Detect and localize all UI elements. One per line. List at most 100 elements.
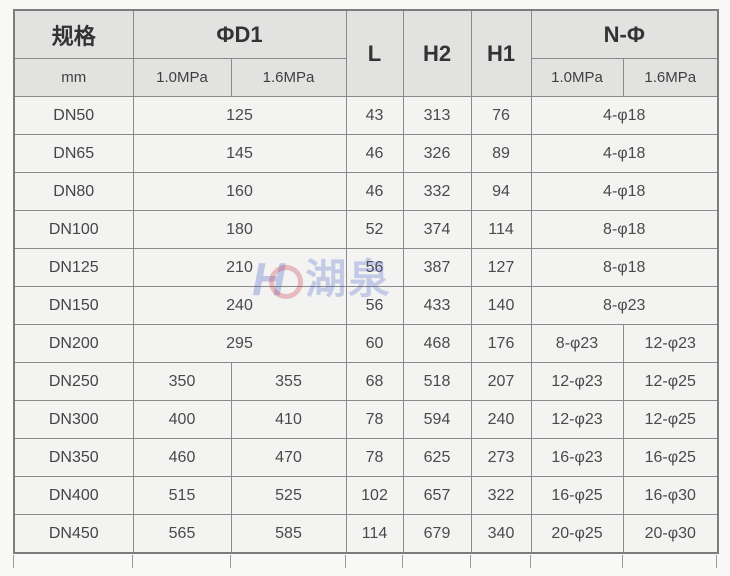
d1-value-cell: 585: [230, 514, 347, 554]
l-value-cell: 60: [345, 324, 404, 363]
table-row: DN450 565 585 114 679 340 20-φ25 20-φ30: [13, 514, 719, 554]
l-value-cell: 46: [345, 134, 404, 173]
table-row: DN350 460 470 78 625 273 16-φ23 16-φ25: [13, 438, 719, 477]
n-phi-value-cell: 8-φ18: [530, 248, 719, 287]
n-phi-value-cell: 8-φ23: [530, 286, 719, 325]
n-phi-value-cell: 20-φ25: [530, 514, 624, 554]
header-row-2: mm 1.0MPa 1.6MPa 1.0MPa 1.6MPa: [13, 58, 719, 97]
table-row: DN300 400 410 78 594 240 12-φ23 12-φ25: [13, 400, 719, 439]
d1-value-cell: 180: [132, 210, 347, 249]
cropped-cell-line: [230, 555, 345, 568]
n-phi-value-cell: 8-φ23: [530, 324, 624, 363]
cropped-cell-line: [132, 555, 230, 568]
h1-value-cell: 240: [470, 400, 532, 439]
table-row: DN125 210 56 387 127 8-φ18: [13, 248, 719, 287]
n-phi-value-cell: 16-φ23: [530, 438, 624, 477]
header-n-pressure-high: 1.6MPa: [622, 58, 719, 97]
cropped-cell-line: [530, 555, 622, 568]
d1-value-cell: 515: [132, 476, 232, 515]
d1-value-cell: 565: [132, 514, 232, 554]
n-phi-value-cell: 12-φ25: [622, 400, 719, 439]
d1-value-cell: 460: [132, 438, 232, 477]
valve-spec-table: 规格 ΦD1 L H2 H1 N-Φ mm 1.0MPa 1.6MPa 1.0M…: [13, 9, 719, 554]
header-l: L: [345, 9, 404, 97]
h2-value-cell: 326: [402, 134, 472, 173]
header-n-phi: N-Φ: [530, 9, 719, 59]
l-value-cell: 43: [345, 96, 404, 135]
l-value-cell: 56: [345, 286, 404, 325]
header-spec-unit: mm: [13, 58, 134, 97]
d1-value-cell: 525: [230, 476, 347, 515]
l-value-cell: 46: [345, 172, 404, 211]
n-phi-value-cell: 8-φ18: [530, 210, 719, 249]
cropped-next-row: [13, 555, 717, 568]
h1-value-cell: 140: [470, 286, 532, 325]
header-d1-pressure-low: 1.0MPa: [132, 58, 232, 97]
d1-value-cell: 350: [132, 362, 232, 401]
h2-value-cell: 313: [402, 96, 472, 135]
l-value-cell: 78: [345, 400, 404, 439]
d1-value-cell: 125: [132, 96, 347, 135]
l-value-cell: 114: [345, 514, 404, 554]
h1-value-cell: 207: [470, 362, 532, 401]
d1-value-cell: 295: [132, 324, 347, 363]
table-row: DN65 145 46 326 89 4-φ18: [13, 134, 719, 173]
h1-value-cell: 322: [470, 476, 532, 515]
table-row: DN150 240 56 433 140 8-φ23: [13, 286, 719, 325]
d1-value-cell: 470: [230, 438, 347, 477]
h1-value-cell: 76: [470, 96, 532, 135]
header-h1: H1: [470, 9, 532, 97]
spec-cell: DN350: [13, 438, 134, 477]
n-phi-value-cell: 4-φ18: [530, 96, 719, 135]
n-phi-value-cell: 12-φ25: [622, 362, 719, 401]
l-value-cell: 78: [345, 438, 404, 477]
spec-cell: DN300: [13, 400, 134, 439]
l-value-cell: 102: [345, 476, 404, 515]
header-row-1: 规格 ΦD1 L H2 H1 N-Φ: [13, 9, 719, 97]
header-n-pressure-low: 1.0MPa: [530, 58, 624, 97]
table-row: DN200 295 60 468 176 8-φ23 12-φ23: [13, 324, 719, 363]
h2-value-cell: 657: [402, 476, 472, 515]
header-spec: 规格: [13, 9, 134, 59]
n-phi-value-cell: 4-φ18: [530, 172, 719, 211]
cropped-cell-line: [470, 555, 530, 568]
table-header: 规格 ΦD1 L H2 H1 N-Φ mm 1.0MPa 1.6MPa 1.0M…: [13, 9, 719, 97]
spec-cell: DN400: [13, 476, 134, 515]
d1-value-cell: 160: [132, 172, 347, 211]
header-d1: ΦD1: [132, 9, 347, 59]
spec-cell: DN100: [13, 210, 134, 249]
l-value-cell: 52: [345, 210, 404, 249]
h1-value-cell: 176: [470, 324, 532, 363]
h1-value-cell: 94: [470, 172, 532, 211]
header-h2: H2: [402, 9, 472, 97]
h2-value-cell: 625: [402, 438, 472, 477]
d1-value-cell: 410: [230, 400, 347, 439]
d1-value-cell: 210: [132, 248, 347, 287]
table-row: DN400 515 525 102 657 322 16-φ25 16-φ30: [13, 476, 719, 515]
h2-value-cell: 433: [402, 286, 472, 325]
cropped-cell-line: [345, 555, 402, 568]
spec-cell: DN250: [13, 362, 134, 401]
n-phi-value-cell: 12-φ23: [530, 362, 624, 401]
spec-cell: DN65: [13, 134, 134, 173]
table-body: DN50 125 43 313 76 4-φ18 DN65 145 46 326…: [13, 96, 719, 554]
d1-value-cell: 355: [230, 362, 347, 401]
n-phi-value-cell: 16-φ30: [622, 476, 719, 515]
h2-value-cell: 679: [402, 514, 472, 554]
spec-cell: DN125: [13, 248, 134, 287]
h2-value-cell: 518: [402, 362, 472, 401]
h2-value-cell: 387: [402, 248, 472, 287]
d1-value-cell: 240: [132, 286, 347, 325]
h1-value-cell: 273: [470, 438, 532, 477]
l-value-cell: 56: [345, 248, 404, 287]
cropped-cell-line: [13, 555, 132, 568]
h1-value-cell: 127: [470, 248, 532, 287]
h2-value-cell: 374: [402, 210, 472, 249]
cropped-cell-line: [622, 555, 717, 568]
h2-value-cell: 332: [402, 172, 472, 211]
table-row: DN100 180 52 374 114 8-φ18: [13, 210, 719, 249]
spec-cell: DN80: [13, 172, 134, 211]
l-value-cell: 68: [345, 362, 404, 401]
table-row: DN250 350 355 68 518 207 12-φ23 12-φ25: [13, 362, 719, 401]
